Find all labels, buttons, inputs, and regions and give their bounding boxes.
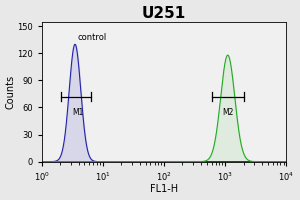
X-axis label: FL1-H: FL1-H	[150, 184, 178, 194]
Text: M2: M2	[222, 108, 233, 117]
Text: M1: M1	[72, 108, 83, 117]
Title: U251: U251	[142, 6, 186, 21]
Text: control: control	[77, 33, 106, 42]
Y-axis label: Counts: Counts	[6, 75, 16, 109]
